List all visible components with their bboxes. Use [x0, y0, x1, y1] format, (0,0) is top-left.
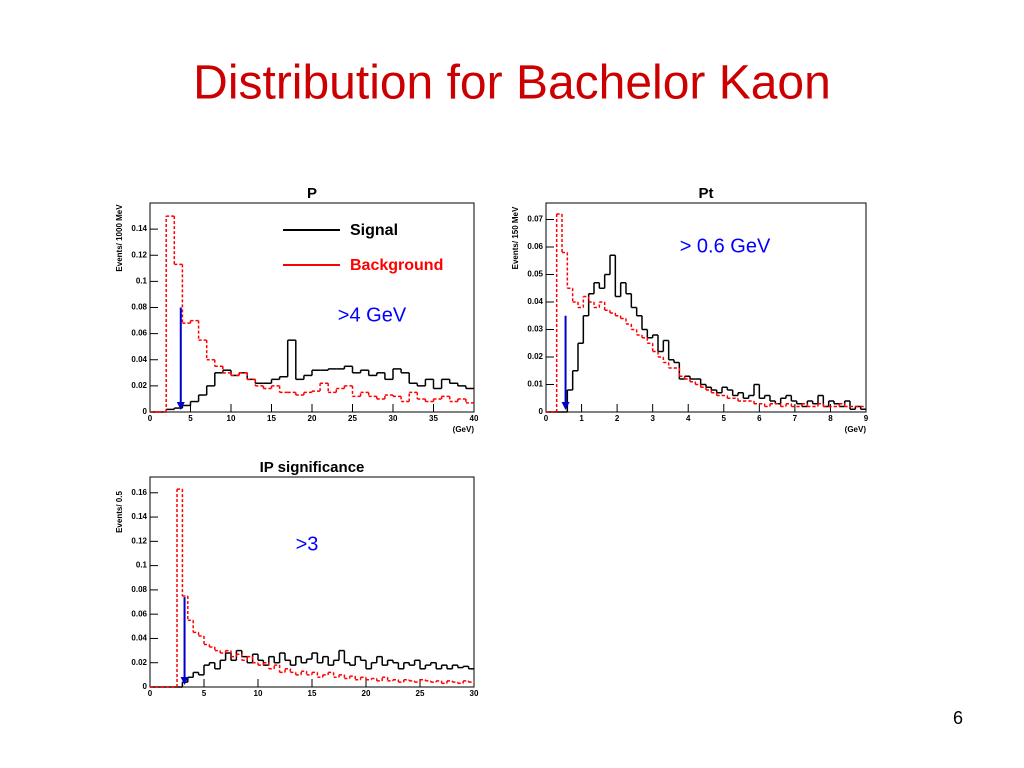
chart-title: IP significance	[260, 459, 365, 476]
annotation: >4 GeV	[338, 304, 407, 326]
y-tick-label: 0.07	[527, 215, 543, 224]
chart-title: P	[307, 185, 317, 202]
slide-title: Distribution for Bachelor Kaon	[193, 57, 831, 110]
x-axis-label: (GeV)	[845, 425, 867, 434]
x-tick-label: 15	[267, 414, 276, 423]
y-tick-label: 0.16	[131, 488, 147, 497]
x-tick-label: 0	[544, 414, 549, 423]
legend-label: Signal	[350, 222, 398, 239]
x-tick-label: 25	[416, 689, 425, 698]
x-tick-label: 3	[650, 414, 655, 423]
y-tick-label: 0.04	[131, 634, 147, 643]
x-tick-label: 5	[202, 689, 207, 698]
page-number: 6	[953, 708, 963, 728]
y-axis-label: Events/ 150 MeV	[511, 206, 520, 269]
x-tick-label: 20	[308, 414, 317, 423]
y-tick-label: 0.06	[131, 329, 147, 338]
y-axis-label: Events/ 0.5	[115, 491, 124, 533]
x-tick-label: 25	[348, 414, 357, 423]
x-tick-label: 15	[308, 689, 317, 698]
y-tick-label: 0.08	[131, 585, 147, 594]
x-tick-label: 1	[579, 414, 584, 423]
y-tick-label: 0.04	[527, 297, 543, 306]
x-tick-label: 35	[429, 414, 438, 423]
x-tick-label: 10	[254, 689, 263, 698]
y-tick-label: 0.06	[131, 609, 147, 618]
annotation: > 0.6 GeV	[680, 235, 771, 257]
chart-title: Pt	[699, 185, 714, 202]
y-tick-label: 0.02	[131, 658, 147, 667]
y-tick-label: 0.04	[131, 355, 147, 364]
x-tick-label: 2	[615, 414, 620, 423]
y-tick-label: 0.14	[131, 512, 147, 521]
cut-arrowhead	[561, 402, 570, 410]
y-axis-label: Events/ 1000 MeV	[115, 204, 124, 272]
legend-label: Background	[350, 257, 443, 274]
y-tick-label: 0.02	[131, 381, 147, 390]
y-tick-label: 0.05	[527, 270, 543, 279]
y-tick-label: 0	[143, 407, 148, 416]
x-tick-label: 6	[757, 414, 762, 423]
y-tick-label: 0.14	[131, 224, 147, 233]
x-tick-label: 7	[793, 414, 798, 423]
x-tick-label: 20	[362, 689, 371, 698]
plot-frame	[149, 202, 475, 413]
y-tick-label: 0.03	[527, 325, 543, 334]
y-tick-label: 0.08	[131, 303, 147, 312]
cut-arrowhead	[176, 402, 185, 410]
chart: Pt Events/ 150 MeV (GeV) 0 0.01 0.02 0.03 0.04 0…	[511, 185, 869, 434]
y-tick-label: 0.06	[527, 242, 543, 251]
x-tick-label: 10	[227, 414, 236, 423]
x-tick-label: 4	[686, 414, 691, 423]
x-tick-label: 0	[148, 414, 153, 423]
x-tick-label: 5	[188, 414, 193, 423]
y-tick-label: 0	[539, 407, 544, 416]
y-tick-label: 0.1	[136, 276, 148, 285]
chart: P Events/ 1000 MeV (GeV) 0 0.02 0.04 0.06 0.08 0…	[115, 185, 479, 434]
y-tick-label: 0.12	[131, 250, 147, 259]
y-tick-label: 0	[143, 682, 148, 691]
plot-frame	[149, 476, 475, 688]
annotation: >3	[296, 533, 319, 555]
x-axis-label: (GeV)	[453, 425, 475, 434]
x-tick-label: 5	[722, 414, 727, 423]
y-tick-label: 0.02	[527, 352, 543, 361]
x-tick-label: 8	[828, 414, 833, 423]
x-tick-label: 9	[864, 414, 869, 423]
y-tick-label: 0.12	[131, 536, 147, 545]
y-tick-label: 0.01	[527, 380, 543, 389]
cut-arrowhead	[180, 677, 189, 685]
y-tick-label: 0.1	[136, 561, 148, 570]
x-tick-label: 30	[389, 414, 398, 423]
x-tick-label: 40	[470, 414, 479, 423]
chart: IP significance Events/ 0.5 0 0.02 0.04 0.06 0…	[115, 459, 479, 698]
x-tick-label: 30	[470, 689, 479, 698]
x-tick-label: 0	[148, 689, 153, 698]
